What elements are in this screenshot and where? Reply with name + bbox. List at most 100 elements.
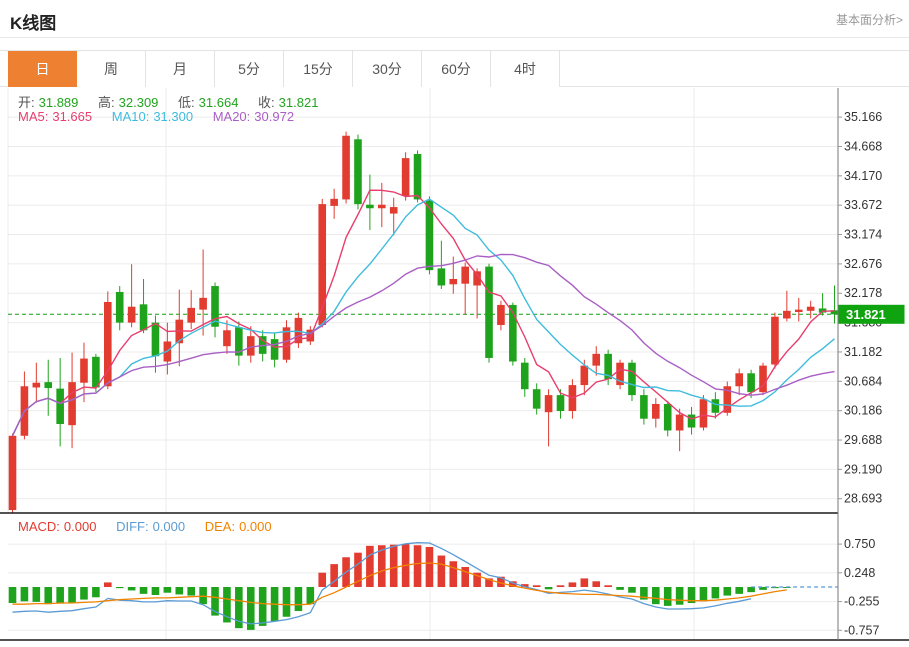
- price-axis-label: 29.190: [844, 462, 882, 476]
- macd-bar: [628, 587, 636, 593]
- macd-bar: [318, 572, 327, 587]
- ma5-label: MA5:: [18, 109, 49, 124]
- price-axis-label: 32.676: [844, 257, 882, 271]
- dea-line: [12, 562, 787, 606]
- candle-body: [199, 297, 207, 310]
- candle-body: [485, 266, 493, 358]
- candle-body: [294, 317, 303, 344]
- candle-body: [211, 286, 219, 327]
- open-label: 开:: [18, 95, 35, 110]
- macd-bar: [568, 582, 577, 587]
- candle-body: [473, 271, 481, 286]
- candle-body: [497, 304, 505, 325]
- candle-body: [461, 266, 469, 284]
- tab-item-3[interactable]: 5分: [215, 51, 284, 87]
- macd-bar: [306, 587, 315, 605]
- macd-bar: [413, 545, 422, 587]
- macd-bar: [211, 587, 219, 616]
- tab-item-7[interactable]: 4时: [491, 51, 560, 87]
- macd-bar: [56, 587, 64, 604]
- tab-item-1[interactable]: 周: [77, 51, 146, 87]
- macd-bar: [520, 584, 529, 587]
- macd-bar: [175, 587, 184, 595]
- tab-item-0[interactable]: 日: [8, 51, 77, 87]
- macd-bar: [115, 587, 124, 589]
- candle-body: [115, 291, 124, 323]
- macd-bar: [473, 572, 481, 587]
- ma10-value: 31.300: [153, 109, 194, 124]
- candle-body: [652, 403, 660, 419]
- macd-bar: [92, 587, 100, 598]
- candle-body: [532, 389, 541, 409]
- macd-bar: [580, 578, 589, 587]
- candle-body: [318, 204, 327, 325]
- price-axis-label: 29.688: [844, 433, 882, 447]
- macd-bar: [663, 587, 672, 606]
- ma10-line: [11, 198, 835, 437]
- tab-item-4[interactable]: 15分: [284, 51, 353, 87]
- candle-body: [306, 329, 315, 342]
- macd-bar: [8, 587, 17, 604]
- candle-body: [437, 268, 446, 286]
- candle-body: [104, 301, 112, 387]
- macd-bar: [449, 561, 458, 587]
- ma20-label: MA20:: [212, 109, 251, 124]
- macd-bar: [497, 576, 505, 587]
- macd-bar: [604, 585, 612, 587]
- price-axis-label: 32.178: [844, 286, 882, 300]
- fundamental-analysis-link[interactable]: 基本面分析>: [835, 13, 903, 27]
- candle-body: [80, 358, 88, 383]
- candle-body: [44, 382, 53, 389]
- tab-item-6[interactable]: 60分: [422, 51, 491, 87]
- dea-label: DEA:: [204, 519, 236, 534]
- macd-bar: [163, 587, 172, 593]
- ma20-line: [11, 253, 835, 437]
- candle-body: [699, 399, 708, 428]
- ma10-label: MA10:: [111, 109, 150, 124]
- macd-bar: [675, 587, 684, 605]
- candle-body: [235, 327, 243, 356]
- diff-line: [12, 542, 752, 625]
- open-value: 31.889: [38, 95, 79, 110]
- macd-value: 0.000: [63, 519, 97, 534]
- candle-body: [139, 304, 148, 331]
- candle-body: [640, 395, 648, 419]
- macd-axis-label: -0.255: [844, 595, 879, 609]
- macd-bar: [68, 587, 76, 603]
- macd-bar: [354, 552, 362, 587]
- macd-axis-label: 0.750: [844, 537, 875, 551]
- macd-bar: [461, 566, 469, 587]
- macd-bar: [437, 555, 446, 587]
- low-value: 31.664: [198, 95, 239, 110]
- macd-bar: [640, 587, 648, 600]
- candle-body: [687, 414, 696, 428]
- macd-bar: [556, 585, 565, 587]
- kline-chart[interactable]: 35.166 34.668 34.170 33.672 33.174 32.676 32.1…: [0, 88, 909, 647]
- candle-body: [151, 322, 160, 357]
- macd-bar: [699, 587, 708, 602]
- macd-bar: [544, 587, 553, 590]
- macd-bar: [759, 587, 767, 590]
- candle-body: [735, 373, 743, 387]
- tab-item-2[interactable]: 月: [146, 51, 215, 87]
- ma5-value: 31.665: [52, 109, 93, 124]
- price-axis-label: 30.186: [844, 404, 882, 418]
- dea-value: 0.000: [239, 519, 272, 534]
- macd-bar: [104, 582, 112, 587]
- candle-body: [330, 198, 338, 206]
- candle-body: [449, 278, 458, 285]
- candle-body: [342, 135, 350, 200]
- ma-legend: MA5: 31.665 MA10: 31.300 MA20: 30.972: [18, 109, 298, 124]
- candle-body: [747, 373, 755, 393]
- price-axis-label: 30.684: [844, 374, 882, 388]
- macd-bar: [378, 545, 386, 587]
- diff-value: 0.000: [152, 519, 186, 534]
- candle-body: [68, 382, 76, 426]
- macd-bar: [389, 544, 398, 587]
- macd-bar: [258, 587, 267, 626]
- tab-item-5[interactable]: 30分: [353, 51, 422, 87]
- high-value: 32.309: [118, 95, 159, 110]
- diff-label: DIFF:: [116, 519, 149, 534]
- price-axis-label: 33.672: [844, 198, 882, 212]
- macd-bar: [425, 546, 434, 587]
